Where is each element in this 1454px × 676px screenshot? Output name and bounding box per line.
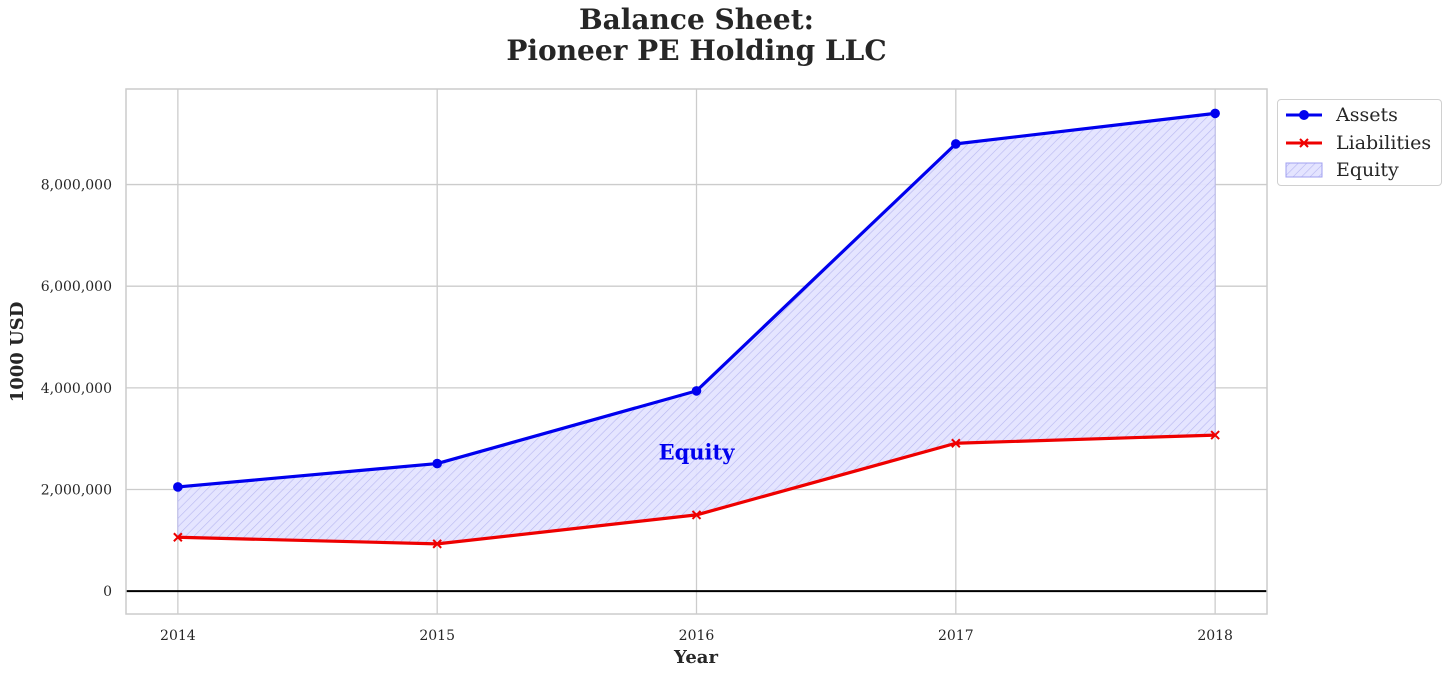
x-tick-label: 2016: [679, 628, 715, 644]
y-tick-label: 0: [103, 584, 112, 600]
legend-label-assets: Assets: [1336, 104, 1398, 126]
x-tick-label: 2015: [419, 628, 455, 644]
assets-point: [691, 386, 702, 396]
liabilities-point: [951, 438, 961, 448]
legend-liabilities-line-icon: [1286, 138, 1322, 148]
y-tick-label: 2,000,000: [41, 482, 112, 498]
liabilities-point: [691, 510, 702, 520]
y-axis-label: 1000 USD: [7, 302, 28, 403]
y-tick-label: 8,000,000: [41, 178, 112, 194]
assets-point: [1210, 108, 1220, 119]
axes-frame: [125, 88, 1268, 615]
legend-equity-hatch-icon: [1285, 162, 1323, 178]
liabilities-point-stroke: [173, 532, 183, 542]
liabilities-point-stroke: [951, 438, 961, 448]
assets-point: [173, 482, 183, 492]
legend-label-equity: Equity: [1336, 159, 1399, 181]
liabilities-point-stroke: [1210, 430, 1220, 440]
x-tick-label: 2017: [938, 628, 974, 644]
liabilities-point-stroke: [432, 539, 442, 549]
legend-item-equity: Equity: [1284, 157, 1399, 183]
legend-assets-line-icon: [1286, 110, 1322, 120]
assets-point: [432, 458, 442, 469]
liabilities-point: [432, 539, 442, 549]
legend-item-assets: Assets: [1284, 102, 1398, 128]
x-tick-label: 2014: [160, 628, 196, 644]
x-tick-label: 2018: [1197, 628, 1233, 644]
y-tick-label: 6,000,000: [41, 279, 112, 295]
liabilities-point: [173, 532, 183, 542]
legend-item-liabilities: Liabilities: [1284, 130, 1431, 156]
chart-title-line-1: Balance Sheet:: [578, 3, 815, 36]
liabilities-point: [1210, 430, 1220, 440]
chart-title: Balance Sheet: Pioneer PE Holding LLC: [126, 4, 1267, 66]
legend: Assets Liabilities Equity: [1277, 99, 1442, 186]
assets-point: [951, 139, 961, 149]
y-tick-label: 4,000,000: [41, 381, 112, 397]
legend-label-liabilities: Liabilities: [1336, 132, 1432, 154]
liabilities-point-stroke: [691, 510, 702, 520]
chart-title-line-2: Pioneer PE Holding LLC: [506, 34, 887, 67]
x-axis-label: Year: [673, 647, 718, 668]
equity-annotation: Equity: [659, 439, 736, 464]
